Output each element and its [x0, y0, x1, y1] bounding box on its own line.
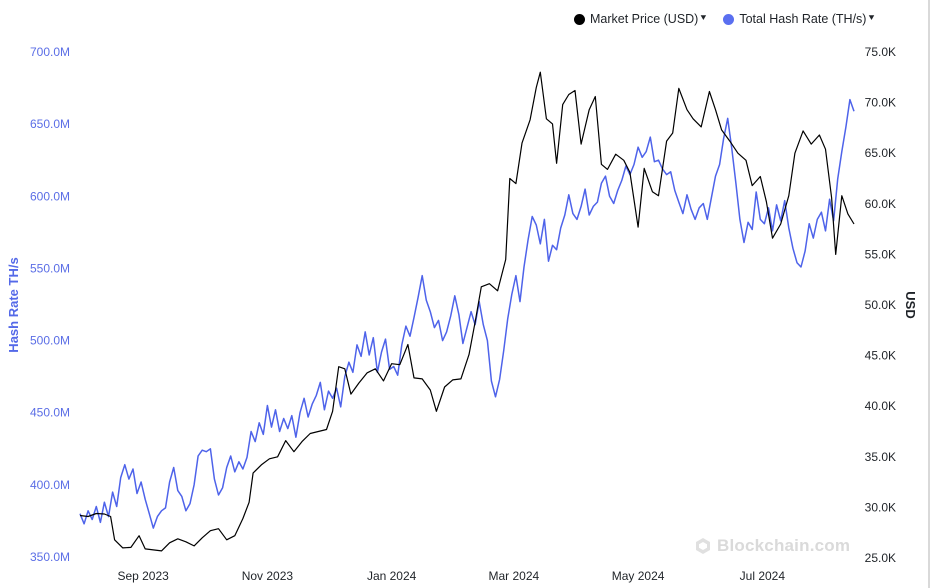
hash-rate-line	[79, 98, 855, 529]
left-tick-label: 450.0M	[30, 406, 70, 420]
x-tick-label: Sep 2023	[117, 569, 169, 583]
left-axis-ticks: 700.0M 650.0M 600.0M 550.0M 500.0M 450.0M 400.…	[30, 45, 70, 564]
market-price-dot-icon	[574, 13, 585, 25]
chart-legend: Market Price (USD) ⯆ Total Hash Rate (TH…	[574, 10, 875, 28]
right-tick-label: 35.0K	[865, 450, 896, 464]
left-tick-label: 500.0M	[30, 334, 70, 348]
left-tick-label: 400.0M	[30, 478, 70, 492]
legend-label-market-price: Market Price (USD)	[590, 12, 699, 26]
x-tick-label: Jul 2024	[740, 569, 786, 583]
hash-rate-dot-icon	[723, 13, 735, 25]
left-tick-label: 550.0M	[30, 261, 70, 275]
left-axis-title: Hash Rate TH/s	[6, 257, 21, 352]
left-tick-label: 350.0M	[30, 550, 70, 564]
right-tick-label: 45.0K	[865, 349, 896, 363]
right-tick-label: 65.0K	[865, 146, 896, 160]
legend-item-market-price[interactable]: Market Price (USD) ⯆	[574, 12, 707, 26]
chevron-down-icon[interactable]: ⯆	[699, 12, 708, 24]
right-axis-title: USD	[903, 291, 918, 318]
x-tick-label: Mar 2024	[488, 569, 539, 583]
right-tick-label: 55.0K	[865, 247, 896, 261]
market-price-line	[79, 71, 855, 552]
left-tick-label: 700.0M	[30, 45, 70, 59]
right-tick-label: 75.0K	[865, 45, 896, 59]
x-tick-label: Jan 2024	[367, 569, 417, 583]
blockchain-watermark: Blockchain.com	[694, 536, 850, 556]
x-tick-label: Nov 2023	[242, 569, 294, 583]
watermark-text: Blockchain.com	[717, 536, 851, 555]
x-axis-ticks: Sep 2023 Nov 2023 Jan 2024 Mar 2024 May 2024…	[117, 569, 785, 583]
blockchain-logo-icon	[696, 538, 710, 554]
right-tick-label: 60.0K	[865, 197, 896, 211]
right-tick-label: 50.0K	[865, 298, 896, 312]
legend-label-hash-rate: Total Hash Rate (TH/s)	[739, 12, 867, 26]
right-tick-label: 30.0K	[865, 500, 896, 514]
right-tick-label: 40.0K	[865, 399, 896, 413]
chevron-down-icon[interactable]: ⯆	[867, 12, 876, 24]
left-tick-label: 600.0M	[30, 189, 70, 203]
legend-item-hash-rate[interactable]: Total Hash Rate (TH/s) ⯆	[723, 12, 875, 26]
left-tick-label: 650.0M	[30, 117, 70, 131]
right-edge-border	[928, 0, 930, 588]
right-tick-label: 25.0K	[865, 551, 896, 565]
x-tick-label: May 2024	[612, 569, 665, 583]
right-axis-ticks: 75.0K 70.0K 65.0K 60.0K 55.0K 50.0K 45.0K 40.0K…	[865, 45, 896, 565]
right-tick-label: 70.0K	[865, 96, 896, 110]
series-layer	[79, 71, 855, 552]
